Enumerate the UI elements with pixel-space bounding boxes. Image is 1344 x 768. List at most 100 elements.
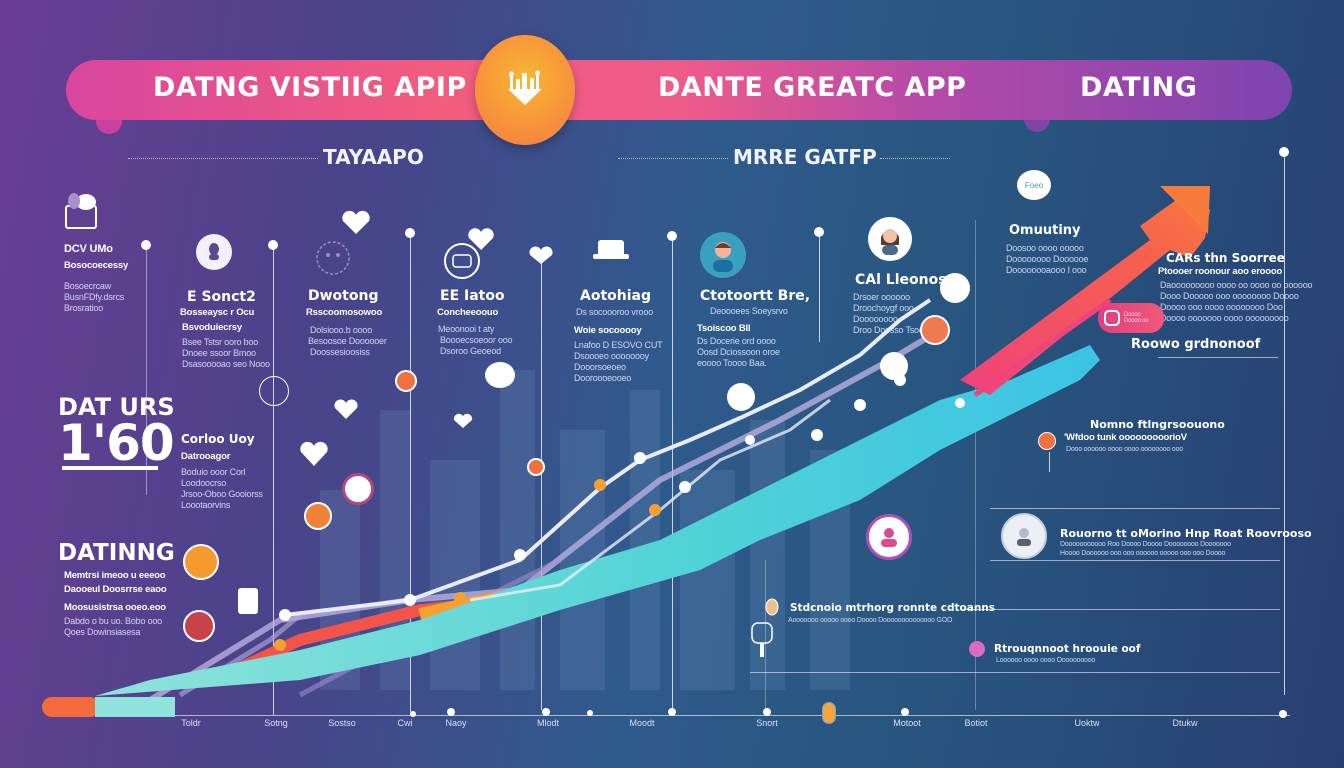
subhead-left: TAYAAPO <box>323 145 424 169</box>
right-axis-pin <box>1279 147 1289 157</box>
pin-1 <box>141 240 151 250</box>
axis-pin <box>587 710 593 716</box>
pin-6 <box>814 227 824 237</box>
card2-subtitle: Datrooagor <box>181 451 231 462</box>
header-banner <box>66 60 1292 120</box>
pin-line-4 <box>541 260 542 710</box>
axis-label: Naoy <box>445 718 467 728</box>
grid-h-5 <box>750 672 1280 673</box>
profile-line: Dooooooooooo Roo Doooo Doooo Doooooooo D… <box>1060 541 1231 548</box>
right-top-line: Doooo ooo oooo oooooooo Doo <box>1160 302 1283 312</box>
pin-line-1 <box>146 245 147 495</box>
badge-line: Doooo <box>1124 312 1141 318</box>
axis-label: Motoot <box>893 718 921 728</box>
stat-label: DAT URS <box>58 393 175 421</box>
woman-avatar-icon <box>868 217 912 261</box>
heart-icon <box>468 228 494 250</box>
grid-h-1 <box>1158 357 1278 358</box>
axis-pin <box>542 708 550 716</box>
axis-pin <box>901 708 909 716</box>
axis-label: Snort <box>756 718 778 728</box>
grid-h-2 <box>990 508 1280 509</box>
bottom-title: Rtrouqnnoot hroouie oof <box>994 643 1141 655</box>
col6-title: CAl Lleonos <box>855 272 947 288</box>
mid-line: Dooo oooooo oooo oooo oooooooo ooo <box>1066 446 1183 453</box>
chat-cloud-icon <box>65 193 97 229</box>
col3-subtitle: Concheeoouo <box>437 307 499 318</box>
axis-pin <box>763 708 771 716</box>
phone-heart-icon <box>444 243 480 279</box>
card2-line: Jrsoo-Oboo Gooiorss <box>181 489 263 499</box>
avatar-small-icon <box>527 458 545 476</box>
heart-icon <box>342 210 370 234</box>
heart-icon <box>529 246 553 264</box>
city-silhouette <box>300 330 950 690</box>
badge-line: Doooo oo <box>1124 318 1149 324</box>
dating-line: Moosusistrsa ooeo.eoo <box>64 602 166 613</box>
smile-badge-icon <box>342 473 374 505</box>
col7-title: Omuutiny <box>1009 223 1081 238</box>
col4-line: Dooorsoeoeo <box>574 362 626 372</box>
col3-line: Meoonooi t aty <box>438 324 495 334</box>
col7-line: Doooooooaooo I ooo <box>1006 265 1087 275</box>
user-avatar-icon <box>196 234 232 270</box>
col3-line: Boooecsoeoor ooo <box>440 335 513 345</box>
axis-pin <box>410 711 416 717</box>
axis-label: Dtukw <box>1172 718 1198 728</box>
city-heart-icon <box>508 70 542 105</box>
card2-line: Loodoocrso <box>181 478 227 488</box>
stat-underline <box>62 466 158 470</box>
col6-line: Doooooooo <box>853 314 898 324</box>
card2-line: Boduio ooor Corl <box>181 467 246 477</box>
dating-line: Dabdo o bu uo. Bobo ooo <box>64 616 162 626</box>
axis-label: Uoktw <box>1074 718 1100 728</box>
col5-line: Tsoiscoo Bll <box>697 323 751 334</box>
profile-title: Rouorno tt oMorino Hnp Roat Roovrooso <box>1060 527 1312 540</box>
col1-line: Bsee Tstsr ooro boo <box>182 337 259 347</box>
col5-subtitle: Deoooees Soeysrvo <box>710 306 788 316</box>
woman-avatar-icon <box>700 232 746 278</box>
stat-value: 1'60 <box>58 414 175 472</box>
right-top-line: Daooooooooo oooo oo oooo oo oooooo <box>1160 280 1313 290</box>
hub-badge <box>475 35 575 145</box>
pin-line-6 <box>819 232 820 342</box>
mid-subtitle: 'Wfdoo tunk ooooooooorioV <box>1064 432 1187 443</box>
col3-line: Dsoroo Geoeod <box>440 346 501 356</box>
growth-title: Roowo grdnonoof <box>1131 337 1261 352</box>
grid-h-3 <box>990 560 1280 561</box>
dating-line: Qoes Dowinsiasesa <box>64 627 141 637</box>
col4-line: Dsoooeo oooooooy <box>574 351 649 361</box>
grid-v-right <box>975 220 976 710</box>
col4-title: Aotohiag <box>580 288 651 304</box>
pin-line-2 <box>273 245 274 715</box>
col6-line: Drsoer oooooo <box>853 292 910 302</box>
chat-bubble-icon <box>940 273 970 303</box>
col3-title: EE Iatoo <box>440 288 505 304</box>
pin-3 <box>405 228 415 238</box>
bottom-line: Loooooo oooo oooo Oooooooooo <box>996 657 1096 664</box>
badge-card: Doooo Doooo oo <box>1098 303 1164 333</box>
subhead-center: MRRE GATFP <box>733 145 877 169</box>
camera-icon <box>1104 310 1120 326</box>
right-top-line: Doooo ooooooo oooo ooooooooo <box>1160 313 1289 323</box>
face-sketch-icon <box>316 241 350 275</box>
pin-line-3 <box>410 232 411 712</box>
axis-pin <box>668 708 676 716</box>
chat-bubble-icon <box>727 383 755 411</box>
emoji-badge-icon <box>304 502 332 530</box>
col6-line: Droo Doosso Tsoore <box>853 325 932 335</box>
avatar-small-icon <box>1038 432 1056 450</box>
pin-2 <box>268 240 278 250</box>
banner-title-left: DATNG VISTIIG APIP <box>153 72 467 103</box>
pin-5 <box>667 231 677 241</box>
banner-title-center: DANTE GREATC APP <box>658 72 967 103</box>
card2-title: Corloo Uoy <box>181 432 255 446</box>
col1-line: Dnoee ssoor Bmoo <box>182 348 256 358</box>
right-top-title: CARs thn Soorree <box>1166 251 1285 265</box>
col2-line: Doossesioosiss <box>310 347 370 357</box>
col6-line: Droochoygf ooo <box>853 303 914 313</box>
card1-line: Bosoecrcaw <box>64 281 112 291</box>
grid-h-4 <box>962 609 1280 610</box>
col4-line: Dooroooeooeo <box>574 373 632 383</box>
col1-subtitle: Bosseaysc r Ocu <box>180 307 255 318</box>
